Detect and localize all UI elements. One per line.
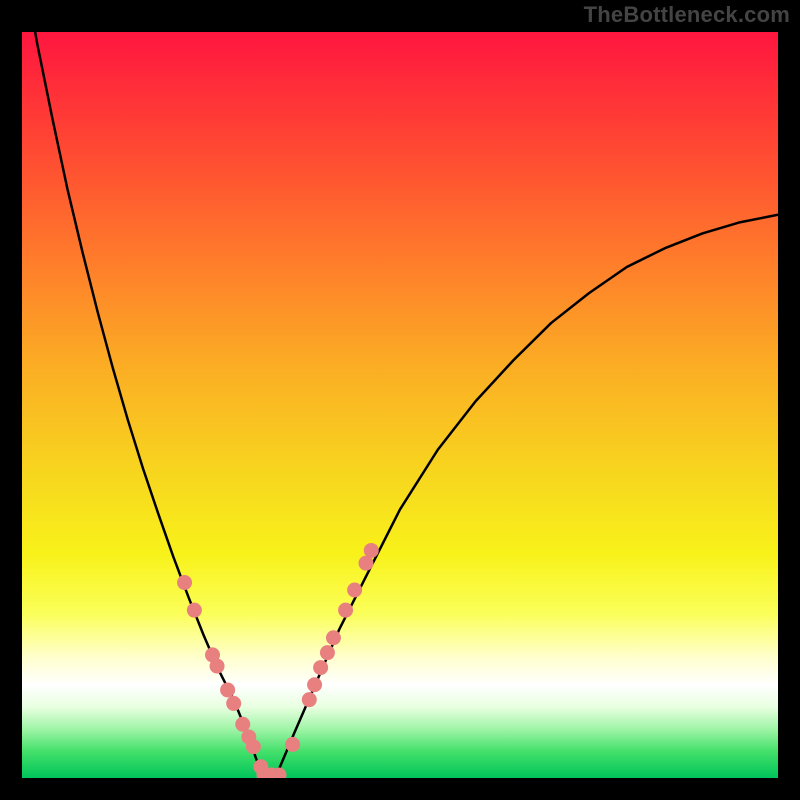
marker-dot: [187, 603, 202, 618]
marker-dot: [313, 660, 328, 675]
marker-dot: [326, 630, 341, 645]
marker-dot: [177, 575, 192, 590]
watermark-text: TheBottleneck.com: [584, 2, 790, 28]
marker-dot: [220, 682, 235, 697]
marker-dot: [302, 692, 317, 707]
marker-dot: [347, 583, 362, 598]
marker-dot: [246, 739, 261, 754]
marker-dot: [364, 543, 379, 558]
marker-dot: [226, 696, 241, 711]
marker-dot: [338, 603, 353, 618]
marker-dot: [320, 645, 335, 660]
plot-area: [22, 32, 778, 778]
marker-dot: [285, 737, 300, 752]
curve-a: [35, 32, 264, 778]
marker-dot: [307, 677, 322, 692]
page-root: TheBottleneck.com: [0, 0, 800, 800]
marker-dot: [210, 659, 225, 674]
curve-b: [275, 215, 778, 778]
chart-svg: [22, 32, 778, 778]
